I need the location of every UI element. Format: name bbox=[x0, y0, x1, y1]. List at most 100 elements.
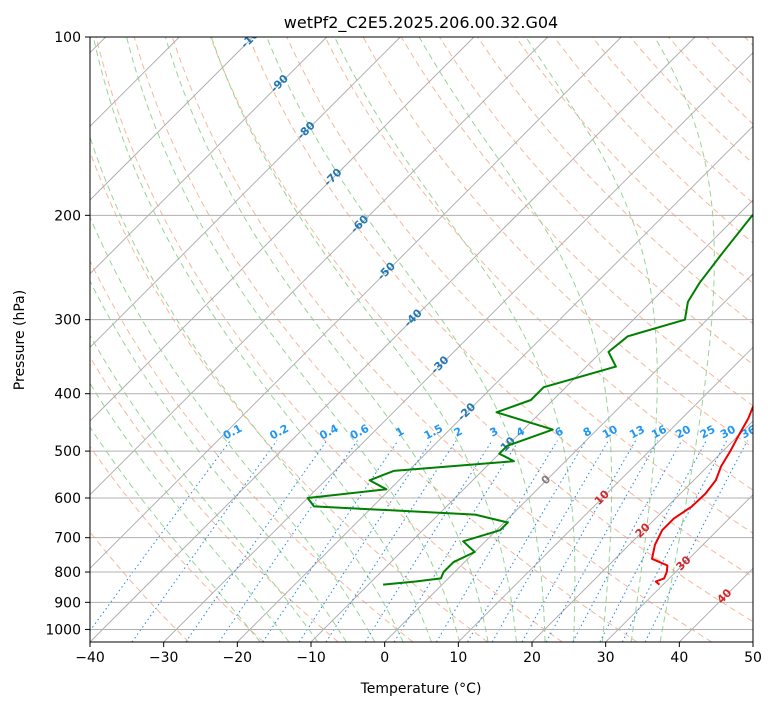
moist-adiabat-line bbox=[90, 334, 319, 642]
dewpoint-profile-line bbox=[306, 213, 753, 586]
mixing-ratio-label: 20 bbox=[673, 423, 693, 442]
y-tick-label: 700 bbox=[54, 531, 81, 547]
y-tick-label: 600 bbox=[54, 491, 81, 507]
dry-adiabat-line bbox=[515, 37, 753, 284]
dry-adiabat-line bbox=[591, 37, 753, 204]
y-tick-label: 200 bbox=[54, 208, 81, 224]
plot-frame bbox=[89, 36, 754, 643]
isotherm-line bbox=[90, 37, 549, 496]
isotherm-line bbox=[531, 420, 753, 642]
x-tick-label: −10 bbox=[296, 650, 326, 666]
dry-adiabat-line bbox=[95, 37, 563, 642]
y-axis: 100 200 300 400 500 600 700 800 900 1000 bbox=[45, 30, 90, 638]
mixing-ratio-label: 25 bbox=[698, 423, 718, 442]
x-tick-label: 20 bbox=[523, 650, 541, 666]
mixing-ratio-line bbox=[218, 440, 358, 642]
y-tick-label: 300 bbox=[54, 313, 81, 329]
mixing-ratio-line bbox=[185, 440, 328, 642]
dry-adiabat-line bbox=[90, 445, 264, 642]
isotherm-line bbox=[90, 37, 696, 642]
sounding-profiles bbox=[306, 213, 753, 586]
dry-adiabat-line bbox=[668, 37, 753, 125]
isotherm-line bbox=[384, 272, 753, 642]
mixing-ratio-line bbox=[131, 440, 278, 642]
mixing-ratio-label: 13 bbox=[627, 423, 647, 442]
mixing-ratio-label: 36 bbox=[739, 423, 759, 442]
isotherm-label: -30 bbox=[428, 353, 451, 376]
isotherm-line bbox=[678, 567, 753, 642]
dry-adiabat-line bbox=[477, 37, 753, 325]
x-tick-label: 10 bbox=[449, 650, 467, 666]
isotherm-line bbox=[236, 125, 753, 642]
mixing-ratio-line bbox=[572, 440, 683, 642]
mixing-ratio-line bbox=[325, 440, 457, 642]
moist-adiabat-line bbox=[92, 37, 432, 642]
moist-adiabat-line bbox=[334, 37, 576, 642]
moist-adiabat-line bbox=[90, 382, 290, 642]
moist-adiabat-line bbox=[126, 37, 461, 642]
mixing-ratio-line bbox=[364, 440, 493, 642]
mixing-ratio-line bbox=[491, 440, 609, 642]
x-tick-label: −30 bbox=[149, 650, 179, 666]
dry-adiabat-line bbox=[90, 531, 190, 642]
temperature-profile-line bbox=[651, 404, 753, 586]
mixing-ratio-label: 2 bbox=[452, 425, 465, 440]
y-tick-label: 400 bbox=[54, 387, 81, 403]
mixing-ratio-label: 0.4 bbox=[317, 422, 341, 443]
isotherm-label: -20 bbox=[455, 400, 478, 423]
mixing-ratio-line bbox=[262, 440, 399, 642]
dry-adiabat-line bbox=[706, 37, 753, 86]
isotherm-line bbox=[310, 199, 753, 642]
isotherm-line bbox=[605, 493, 753, 642]
dry-adiabat-line bbox=[90, 150, 488, 642]
dry-adiabat-line bbox=[286, 37, 753, 534]
mixing-ratio-label: 3 bbox=[488, 425, 501, 440]
dry-adiabat-line bbox=[210, 37, 753, 623]
x-axis: −40 −30 −20 −10 0 10 20 30 40 50 bbox=[75, 642, 762, 666]
moist-adiabat-line bbox=[210, 37, 517, 642]
moist-adiabat-line bbox=[90, 135, 404, 642]
x-tick-label: 0 bbox=[380, 650, 389, 666]
moist-adiabat-line bbox=[164, 37, 489, 642]
mixing-ratio-line bbox=[435, 440, 558, 642]
dry-adiabat-line bbox=[438, 37, 753, 366]
isotherm-line bbox=[163, 51, 753, 642]
y-tick-label: 1000 bbox=[45, 622, 81, 638]
y-tick-label: 900 bbox=[54, 595, 81, 611]
mixing-ratio-line bbox=[521, 440, 637, 642]
dry-adiabat-line bbox=[90, 356, 339, 642]
y-tick-label: 500 bbox=[54, 444, 81, 460]
dry-adiabat-line bbox=[133, 37, 638, 642]
mixing-ratio-line bbox=[545, 440, 659, 642]
mixing-ratio-line bbox=[644, 440, 748, 642]
moist-adiabat-line bbox=[525, 37, 658, 642]
mixing-ratio-label: 10 bbox=[600, 423, 620, 442]
mixing-ratio-line bbox=[467, 440, 587, 642]
mixing-ratio-label: 16 bbox=[649, 423, 669, 442]
mixing-ratio-line bbox=[298, 440, 432, 642]
mixing-ratio-label: 1.5 bbox=[422, 422, 445, 443]
x-tick-label: −40 bbox=[75, 650, 105, 666]
mixing-ratio-label: 1 bbox=[394, 425, 407, 440]
moist-adiabat-line bbox=[418, 37, 613, 642]
mixing-ratio-line bbox=[599, 440, 707, 642]
mixing-ratio-line bbox=[621, 440, 728, 642]
moist-adiabat-line bbox=[90, 215, 376, 642]
y-tick-label: 100 bbox=[54, 30, 81, 46]
mixing-ratio-label: 30 bbox=[718, 423, 738, 442]
x-tick-label: −20 bbox=[223, 650, 253, 666]
x-tick-label: 40 bbox=[670, 650, 688, 666]
dry-adiabat-line bbox=[248, 37, 753, 578]
mixing-ratio-line bbox=[90, 440, 231, 632]
mixing-ratio-label: 0.2 bbox=[268, 422, 291, 443]
isotherm-line bbox=[457, 346, 753, 642]
isotherm-line bbox=[90, 37, 254, 201]
isotherm-line bbox=[752, 641, 753, 642]
chart-title: wetPf2_C2E5.2025.206.00.32.G04 bbox=[284, 13, 558, 33]
mixing-ratio-line bbox=[393, 440, 520, 642]
dry-adiabat-line bbox=[90, 259, 414, 642]
moist-adiabat-line bbox=[266, 37, 546, 642]
isobar-grid bbox=[90, 37, 753, 630]
x-axis-title: Temperature (°C) bbox=[360, 681, 482, 697]
